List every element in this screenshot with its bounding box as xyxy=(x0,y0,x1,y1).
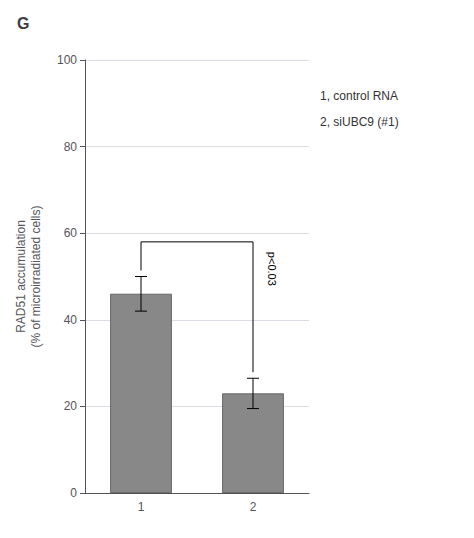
svg-text:1: 1 xyxy=(138,500,145,514)
svg-text:20: 20 xyxy=(64,399,78,413)
svg-text:p<0.03: p<0.03 xyxy=(266,252,278,286)
svg-text:0: 0 xyxy=(70,486,77,500)
svg-text:40: 40 xyxy=(64,313,78,327)
svg-text:100: 100 xyxy=(57,53,77,67)
svg-text:RAD51 accumulation: RAD51 accumulation xyxy=(14,220,28,333)
svg-text:(% of microirradiated cells): (% of microirradiated cells) xyxy=(29,205,43,347)
svg-text:G: G xyxy=(17,15,29,32)
svg-text:60: 60 xyxy=(64,226,78,240)
svg-text:2, siUBC9 (#1): 2, siUBC9 (#1) xyxy=(320,115,399,129)
svg-text:2: 2 xyxy=(250,500,257,514)
svg-text:80: 80 xyxy=(64,140,78,154)
svg-text:1, control RNA: 1, control RNA xyxy=(320,89,398,103)
